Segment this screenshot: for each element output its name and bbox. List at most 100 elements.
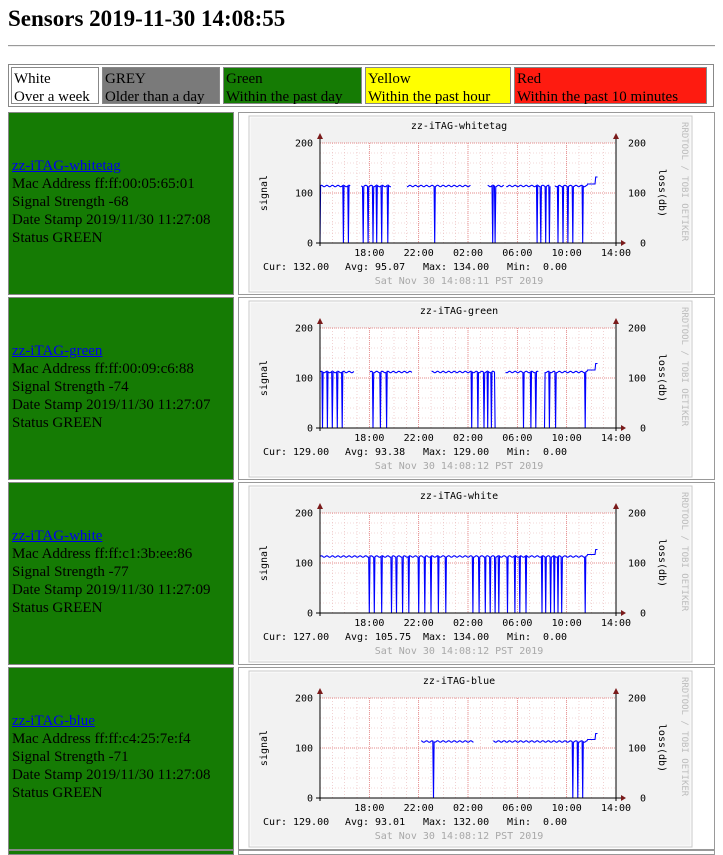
stat-cur-value: 127.00: [293, 632, 329, 643]
y-axis-label: signal: [259, 175, 270, 211]
sensor-date: Date Stamp 2019/11/30 11:27:07: [12, 397, 211, 413]
y-axis-right-arrow: [613, 318, 619, 324]
graph-title: zz-iTAG-green: [420, 306, 498, 317]
legend-grey: GREY Older than a day: [102, 67, 220, 105]
signal-graph: 0 0 100 100 200 200 18:00 22:00 02:00 06:00 10:00 1…: [238, 112, 715, 295]
stat-max-value: 129.00: [453, 447, 489, 458]
x-tick-label: 06:00: [502, 803, 532, 814]
y-tick-label-left: 100: [295, 744, 313, 755]
signal-series-line: [319, 548, 598, 614]
y-axis-label: signal: [259, 360, 270, 396]
legend-yellow-name: Yellow: [368, 71, 411, 87]
rrd-graph-svg: 0 0 100 100 200 200 18:00 22:00 02:00 06:00 10:00 1…: [248, 485, 693, 663]
x-tick-label: 22:00: [404, 248, 434, 259]
y-tick-label-left: 100: [295, 559, 313, 570]
graph-timestamp: Sat Nov 30 14:08:11 PST 2019: [375, 276, 544, 287]
stat-cur-value: 129.00: [293, 447, 329, 458]
x-tick-label: 14:00: [601, 618, 631, 629]
y-axis-right-arrow: [613, 688, 619, 694]
signal-series-line: [319, 370, 355, 429]
stat-max-label: Max:: [423, 262, 447, 273]
sensor-row: zz-iTAG-white Mac Address ff:ff:c1:3b:ee…: [8, 482, 718, 667]
y-tick-label-right: 200: [628, 139, 646, 150]
rrd-graph-svg: 0 0 100 100 200 200 18:00 22:00 02:00 06:00 10:00 1…: [248, 115, 693, 293]
signal-graph: 0 0 100 100 200 200 18:00 22:00 02:00 06:00 10:00 1…: [238, 297, 715, 480]
sensor-date: Date Stamp 2019/11/30 11:27:09: [12, 582, 211, 598]
x-tick-label: 10:00: [552, 248, 582, 259]
legend-grey-name: GREY: [105, 71, 146, 87]
signal-series-line: [406, 184, 471, 244]
legend-yellow: Yellow Within the past hour: [365, 67, 511, 105]
legend-red: Red Within the past 10 minutes: [514, 67, 707, 105]
x-axis-arrow: [621, 240, 626, 246]
sensor-signal: Signal Strength -68: [12, 194, 129, 210]
signal-series-line: [506, 184, 551, 244]
sensor-mac: Mac Address ff:ff:00:05:65:01: [12, 176, 195, 192]
graph-timestamp: Sat Nov 30 14:08:12 PST 2019: [375, 461, 544, 472]
sensor-row: zz-iTAG-blue Mac Address ff:ff:c4:25:7e:…: [8, 667, 718, 852]
x-axis-arrow: [621, 610, 626, 616]
legend-red-desc: Within the past 10 minutes: [517, 89, 679, 105]
y-tick-label-right: 100: [628, 559, 646, 570]
header-divider: [8, 45, 715, 47]
next-row-graph: [238, 850, 715, 855]
signal-series-line: [360, 184, 391, 244]
right-axis-label: loss(db): [656, 724, 667, 772]
x-tick-label: 10:00: [552, 618, 582, 629]
signal-graph: 0 0 100 100 200 200 18:00 22:00 02:00 06:00 10:00 1…: [238, 482, 715, 665]
sensor-row: zz-iTAG-whitetag Mac Address ff:ff:00:05…: [8, 112, 718, 297]
signal-series-line: [543, 362, 598, 429]
stat-cur-label: Cur:: [263, 817, 287, 828]
x-tick-label: 14:00: [601, 803, 631, 814]
y-tick-label-right: 100: [628, 189, 646, 200]
x-tick-label: 22:00: [404, 433, 434, 444]
sensor-link[interactable]: zz-iTAG-whitetag: [12, 158, 121, 174]
y-axis-left-arrow: [317, 318, 323, 324]
rrdtool-credit: RRDTOOL / TOBI OETIKER: [679, 492, 689, 612]
right-axis-label: loss(db): [656, 354, 667, 402]
x-tick-label: 10:00: [552, 803, 582, 814]
sensor-status: Status GREEN: [12, 600, 103, 616]
x-axis-arrow: [621, 795, 626, 801]
rrd-graph-svg: 0 0 100 100 200 200 18:00 22:00 02:00 06:00 10:00 1…: [248, 670, 693, 848]
x-tick-label: 18:00: [354, 433, 384, 444]
graph-title: zz-iTAG-white: [420, 491, 498, 502]
signal-series-line: [487, 184, 505, 244]
sensor-info: zz-iTAG-white Mac Address ff:ff:c1:3b:ee…: [8, 482, 234, 665]
x-tick-label: 06:00: [502, 433, 532, 444]
y-tick-label-left: 100: [295, 374, 313, 385]
sensor-date: Date Stamp 2019/11/30 11:27:08: [12, 767, 211, 783]
status-legend: White Over a week GREY Older than a day …: [8, 64, 714, 107]
stat-avg-value: 93.01: [375, 817, 405, 828]
x-tick-label: 18:00: [354, 618, 384, 629]
signal-graph: 0 0 100 100 200 200 18:00 22:00 02:00 06:00 10:00 1…: [238, 667, 715, 850]
y-axis-left-arrow: [317, 688, 323, 694]
stat-max-label: Max:: [423, 817, 447, 828]
stat-min-label: Min:: [507, 447, 531, 458]
y-tick-label-right: 0: [640, 609, 646, 620]
x-tick-label: 14:00: [601, 433, 631, 444]
legend-grey-desc: Older than a day: [105, 89, 205, 105]
legend-green: Green Within the past day: [223, 67, 362, 105]
sensor-link[interactable]: zz-iTAG-white: [12, 528, 103, 544]
y-tick-label-left: 200: [295, 324, 313, 335]
sensor-link[interactable]: zz-iTAG-blue: [12, 713, 95, 729]
sensor-link[interactable]: zz-iTAG-green: [12, 343, 103, 359]
y-axis-label: signal: [259, 545, 270, 581]
y-tick-label-left: 200: [295, 509, 313, 520]
signal-series-line: [493, 732, 598, 799]
x-tick-label: 02:00: [453, 248, 483, 259]
right-axis-label: loss(db): [656, 169, 667, 217]
y-axis-left-arrow: [317, 133, 323, 139]
stat-cur-value: 132.00: [293, 262, 329, 273]
stat-min-value: 0.00: [543, 632, 567, 643]
legend-white-name: White: [14, 71, 51, 87]
stat-max-label: Max:: [423, 632, 447, 643]
sensor-mac: Mac Address ff:ff:c4:25:7e:f4: [12, 731, 191, 747]
rrdtool-credit: RRDTOOL / TOBI OETIKER: [679, 307, 689, 427]
stat-avg-value: 105.75: [375, 632, 411, 643]
graph-canvas-highlight: [249, 301, 692, 477]
y-axis-left-arrow: [317, 503, 323, 509]
x-tick-label: 10:00: [552, 433, 582, 444]
sensor-signal: Signal Strength -71: [12, 749, 129, 765]
